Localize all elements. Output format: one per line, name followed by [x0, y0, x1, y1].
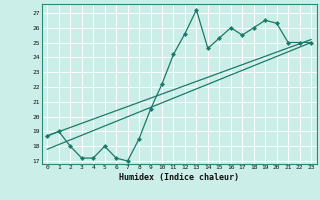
X-axis label: Humidex (Indice chaleur): Humidex (Indice chaleur)	[119, 173, 239, 182]
